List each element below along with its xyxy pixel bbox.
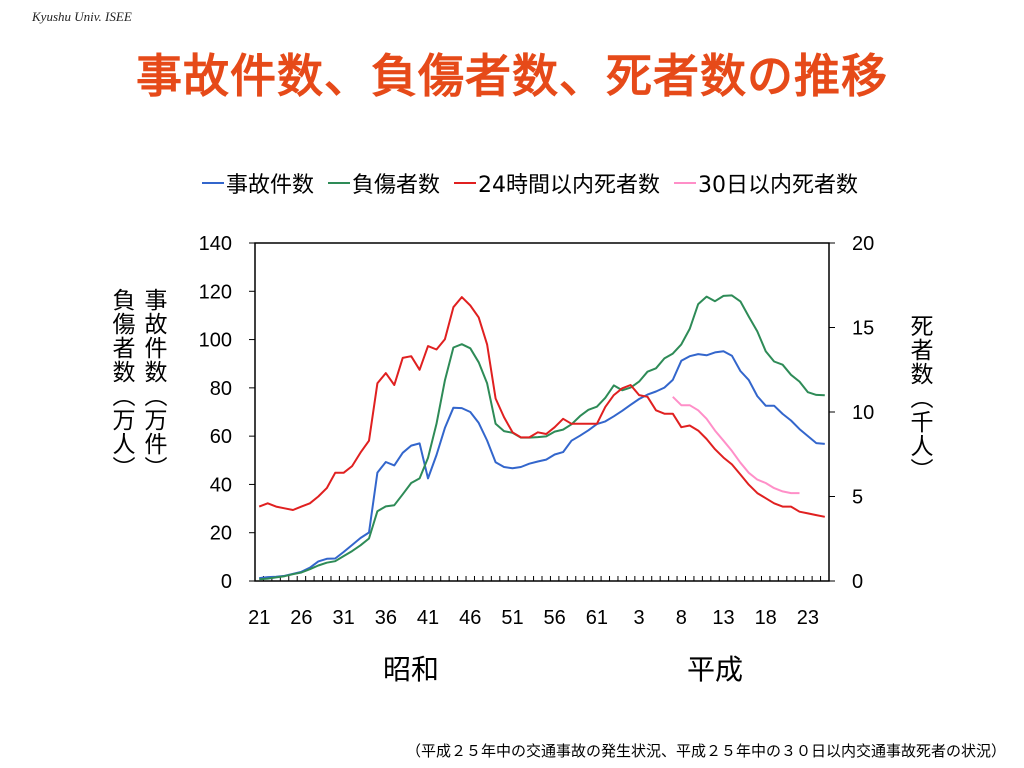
legend-label-accidents: 事故件数	[225, 173, 314, 198]
x-tick-label: 3	[634, 607, 645, 629]
right-y-tick-label: 20	[852, 233, 874, 255]
left-y-tick-label: 60	[210, 426, 232, 448]
x-tick-label: 18	[755, 607, 777, 629]
x-tick-label: 23	[797, 607, 819, 629]
left-y-tick-label: 140	[199, 233, 232, 255]
legend-swatch-accidents	[201, 182, 224, 184]
x-tick-label: 41	[417, 607, 439, 629]
left-y-tick-label: 80	[210, 378, 232, 400]
legend-label-injured: 負傷者数	[352, 173, 441, 198]
x-tick-label: 31	[333, 607, 355, 629]
legend-swatch-deaths-30d	[674, 182, 697, 184]
x-tick-label: 21	[248, 607, 270, 629]
legend-item-accidents: 事故件数	[201, 167, 314, 199]
slide-title: 事故件数、負傷者数、死者数の推移	[136, 49, 888, 103]
legend-swatch-deaths-24h	[454, 182, 477, 184]
x-tick-label: 26	[290, 607, 312, 629]
legend-label-deaths-24h: 24時間以内死者数	[478, 173, 661, 198]
series-line-injured	[259, 294, 825, 581]
right-axis-label: 死者数（千人）	[906, 314, 932, 482]
source-note: （平成２５年中の交通事故の発生状況、平成２５年中の３０日以内交通事故死者の状況）	[405, 742, 1006, 760]
left-y-tick-label: 0	[221, 571, 232, 593]
era-label-showa: 昭和	[383, 653, 440, 686]
series-line-deaths-30d	[672, 396, 800, 495]
x-tick-label: 13	[712, 607, 734, 629]
era-label-heisei: 平成	[687, 653, 744, 686]
legend-label-deaths-30d: 30日以内死者数	[698, 173, 859, 198]
org-label: Kyushu Univ. ISEE	[32, 9, 132, 24]
x-tick-label: 51	[501, 607, 523, 629]
plot-frame	[254, 242, 830, 582]
legend-item-deaths-30d: 30日以内死者数	[674, 167, 858, 199]
x-tick-label: 61	[586, 607, 608, 629]
left-axis-label-injured: 負傷者数（万人）	[108, 288, 134, 480]
chart-legend: 事故件数 負傷者数 24時間以内死者数 30日以内死者数	[120, 168, 940, 198]
series-line-deaths-24h	[258, 296, 825, 518]
right-y-tick-label: 5	[852, 487, 863, 509]
legend-item-injured: 負傷者数	[328, 167, 440, 199]
x-tick-label: 56	[544, 607, 566, 629]
legend-swatch-injured	[328, 182, 350, 184]
right-y-tick-label: 10	[852, 402, 874, 424]
series-line-accidents	[259, 350, 825, 580]
x-tick-label: 46	[459, 607, 481, 629]
x-tick-label: 36	[375, 607, 397, 629]
right-y-tick-label: 15	[852, 318, 874, 340]
left-y-tick-label: 20	[210, 523, 232, 545]
x-tick-label: 8	[676, 607, 687, 629]
legend-item-deaths-24h: 24時間以内死者数	[454, 167, 660, 199]
right-y-tick-label: 0	[852, 571, 863, 593]
left-y-tick-label: 40	[210, 474, 232, 496]
left-y-tick-label: 120	[199, 281, 232, 303]
left-axis-label-accidents: 事故件数（万件）	[140, 288, 166, 480]
left-y-tick-label: 100	[199, 330, 232, 352]
